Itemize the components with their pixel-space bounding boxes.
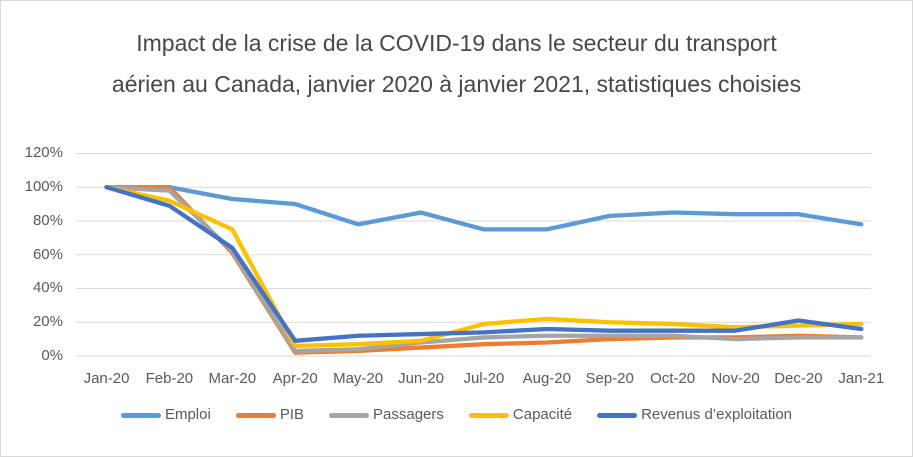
- x-tick-label: Apr-20: [272, 370, 318, 387]
- y-tick-label: 0%: [41, 347, 63, 364]
- legend-item-passagers: Passagers: [329, 406, 444, 424]
- y-tick-label: 100%: [24, 178, 63, 196]
- legend-label: PIB: [279, 406, 305, 423]
- x-tick-label: Oct-20: [650, 370, 696, 387]
- legend-item-revenus-d-exploitation: Revenus d’exploitation: [597, 406, 792, 424]
- y-tick-label: 120%: [24, 144, 63, 162]
- y-tick-label: 80%: [32, 211, 63, 229]
- y-tick-label: 40%: [32, 279, 63, 297]
- legend-line-swatch-icon: [468, 412, 509, 418]
- x-tick-label: Jul-20: [463, 370, 505, 387]
- legend-label: Passagers: [373, 406, 444, 423]
- y-tick-label: 60%: [32, 245, 63, 263]
- legend-item-capacit: Capacité: [468, 406, 573, 424]
- x-tick-label: Feb-20: [145, 370, 194, 387]
- x-tick-label: Nov-20: [711, 370, 760, 387]
- x-tick-label: Aug-20: [522, 370, 571, 387]
- x-tick-label: May-20: [333, 370, 384, 387]
- legend: Emploi PIB Passagers Capacité Revenus d’expl…: [1, 406, 912, 424]
- x-tick-label: Jun-20: [398, 370, 444, 387]
- x-tick-label: Sep-20: [585, 370, 634, 387]
- chart-title: Impact de la crise de la COVID-19 dans l…: [111, 30, 802, 97]
- x-tick-label: Jan-21: [838, 370, 885, 387]
- x-tick-label: Dec-20: [774, 370, 823, 387]
- legend-label: Revenus d’exploitation: [641, 406, 793, 423]
- legend-line-swatch-icon: [120, 412, 161, 418]
- legend-item-emploi: Emploi: [120, 406, 211, 424]
- legend-label: Capacité: [512, 406, 573, 423]
- x-tick-label: Jan-20: [83, 370, 130, 387]
- legend-line-swatch-icon: [597, 412, 638, 418]
- legend-line-swatch-icon: [329, 412, 370, 418]
- legend-line-swatch-icon: [235, 412, 276, 418]
- series-line-revenus-d-exploitation: [104, 185, 864, 343]
- x-tick-label: Mar-20: [208, 370, 257, 387]
- legend-item-pib: PIB: [235, 406, 305, 424]
- series-line-emploi: [104, 185, 864, 232]
- y-tick-label: 20%: [32, 313, 63, 331]
- series-line-capacit: [104, 185, 864, 349]
- legend-label: Emploi: [164, 406, 211, 423]
